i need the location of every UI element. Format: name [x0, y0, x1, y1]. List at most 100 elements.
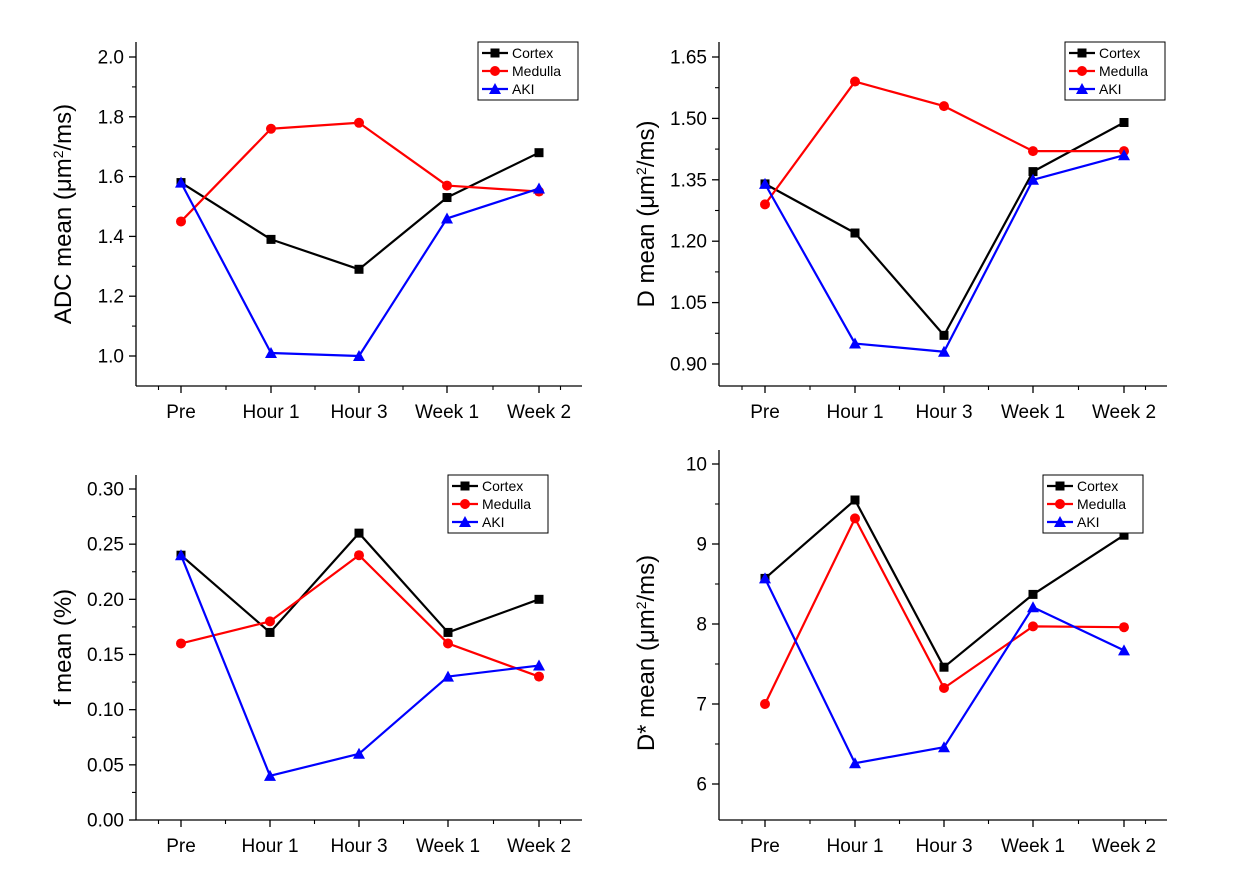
x-tick-label: Hour 1: [826, 836, 883, 857]
data-point-cortex: [850, 495, 860, 505]
data-point-aki: [849, 337, 861, 349]
data-point-cortex: [354, 264, 364, 274]
y-tick-label: 1.50: [670, 109, 707, 130]
y-tick-label: 0.90: [670, 355, 707, 376]
legend-label-medulla: Medulla: [482, 496, 531, 512]
series-line-cortex: [180, 151, 540, 271]
y-tick-label: 0.20: [87, 590, 124, 611]
legend-marker-aki: [459, 516, 471, 527]
y-tick-label: 0.00: [87, 811, 124, 832]
chart-panel-1: 1.0 1.2 1.4 1.6 1.8 2.0 Pre Hour 1 Hour 3 Week 1 W…: [50, 41, 582, 423]
series-line-aki: [764, 154, 1125, 353]
data-point-aki: [759, 177, 771, 189]
x-tick-label: Week 1: [416, 836, 480, 857]
x-tick-label: Hour 3: [330, 836, 387, 857]
legend-label-medulla: Medulla: [1099, 63, 1148, 79]
data-point-medulla: [266, 123, 276, 134]
data-point-medulla: [760, 199, 770, 210]
x-tick-label: Pre: [166, 836, 196, 857]
x-tick-label: Hour 3: [330, 402, 387, 423]
data-point-medulla: [443, 638, 453, 649]
legend-marker-cortex: [1055, 481, 1065, 491]
series-medulla: [760, 76, 1129, 210]
legend: Cortex Medulla AKI: [477, 41, 579, 101]
legend-label-cortex: Cortex: [1099, 45, 1140, 61]
x-tick-label: Pre: [166, 402, 196, 423]
data-point-medulla: [176, 638, 186, 649]
y-tick-label: 1.6: [98, 167, 124, 188]
legend-label-aki: AKI: [1077, 514, 1100, 530]
data-point-cortex: [1028, 167, 1038, 177]
legend-marker-medulla: [1055, 499, 1065, 509]
data-point-aki: [1118, 149, 1130, 161]
x-tick-label: Week 2: [1092, 836, 1156, 857]
data-point-medulla: [265, 616, 275, 627]
y-tick-label: 1.4: [98, 227, 125, 248]
data-point-cortex: [354, 528, 364, 538]
data-point-aki: [353, 350, 365, 361]
data-point-medulla: [850, 76, 860, 87]
data-point-medulla: [939, 683, 949, 693]
data-point-medulla: [760, 699, 770, 709]
legend-marker-cortex: [490, 48, 500, 58]
x-tick-label: Hour 3: [915, 836, 972, 857]
legend-label-aki: AKI: [482, 514, 505, 530]
data-point-aki: [533, 659, 545, 671]
data-point-aki: [175, 549, 187, 561]
legend-marker-aki: [1054, 516, 1066, 527]
y-axis-title: D* mean (μm2/ms): [633, 555, 660, 751]
y-tick-label: 1.20: [670, 232, 707, 253]
chart-panel-2: 0.90 1.05 1.20 1.35 1.50 1.65 Pre Hour 1 Hour 3 W…: [633, 41, 1167, 423]
data-point-cortex: [266, 234, 276, 244]
legend-label-cortex: Cortex: [1077, 478, 1118, 494]
y-axis-title: f mean (%): [50, 589, 77, 706]
legend-marker-medulla: [460, 499, 470, 509]
data-point-cortex: [534, 148, 544, 158]
legend-marker-aki: [489, 83, 501, 94]
series-medulla: [760, 513, 1129, 709]
data-point-medulla: [939, 101, 949, 112]
y-tick-label: 1.8: [98, 107, 124, 128]
y-tick-label: 0.25: [87, 535, 124, 556]
x-tick-label: Week 1: [1001, 836, 1065, 857]
data-point-cortex: [1028, 589, 1038, 599]
x-tick-label: Hour 1: [242, 402, 299, 423]
series-line-cortex: [764, 121, 1125, 337]
series-line-aki: [179, 554, 540, 777]
legend-marker-cortex: [460, 481, 470, 491]
series-line-medulla: [180, 554, 540, 678]
y-tick-label: 8: [696, 615, 707, 636]
legend: Cortex Medulla AKI: [447, 474, 549, 534]
y-tick-label: 6: [696, 775, 707, 796]
chart-panel-4: 6 7 8 9 10 Pre Hour 1 Hour 3 Week 1 Week 2 D* mean…: [633, 450, 1167, 857]
data-point-cortex: [939, 662, 949, 672]
data-point-medulla: [354, 550, 364, 561]
series-aki: [759, 149, 1130, 357]
y-tick-label: 1.05: [670, 293, 707, 314]
x-tick-label: Hour 3: [915, 402, 972, 423]
data-point-aki: [759, 572, 771, 584]
legend-label-aki: AKI: [512, 81, 535, 97]
data-point-cortex: [1119, 530, 1129, 540]
y-axis-title: ADC mean (μm2/ms): [50, 104, 77, 324]
x-tick-label: Week 1: [415, 402, 479, 423]
legend-label-medulla: Medulla: [1077, 496, 1126, 512]
legend-marker-aki: [1076, 83, 1088, 94]
data-point-aki: [849, 757, 861, 769]
data-point-aki: [265, 347, 277, 359]
series-cortex: [176, 528, 544, 637]
data-point-cortex: [534, 594, 544, 604]
y-tick-label: 2.0: [98, 48, 124, 69]
data-point-medulla: [850, 513, 860, 524]
data-point-aki: [938, 741, 950, 753]
data-point-cortex: [265, 627, 275, 637]
data-point-cortex: [443, 627, 453, 637]
x-tick-label: Pre: [750, 836, 780, 857]
y-axis-title: D mean (μm2/ms): [633, 121, 660, 308]
x-tick-label: Week 2: [507, 836, 571, 857]
legend-label-cortex: Cortex: [512, 45, 553, 61]
y-tick-label: 0.15: [87, 645, 124, 666]
series-line-medulla: [764, 517, 1125, 705]
data-point-aki: [264, 769, 276, 781]
